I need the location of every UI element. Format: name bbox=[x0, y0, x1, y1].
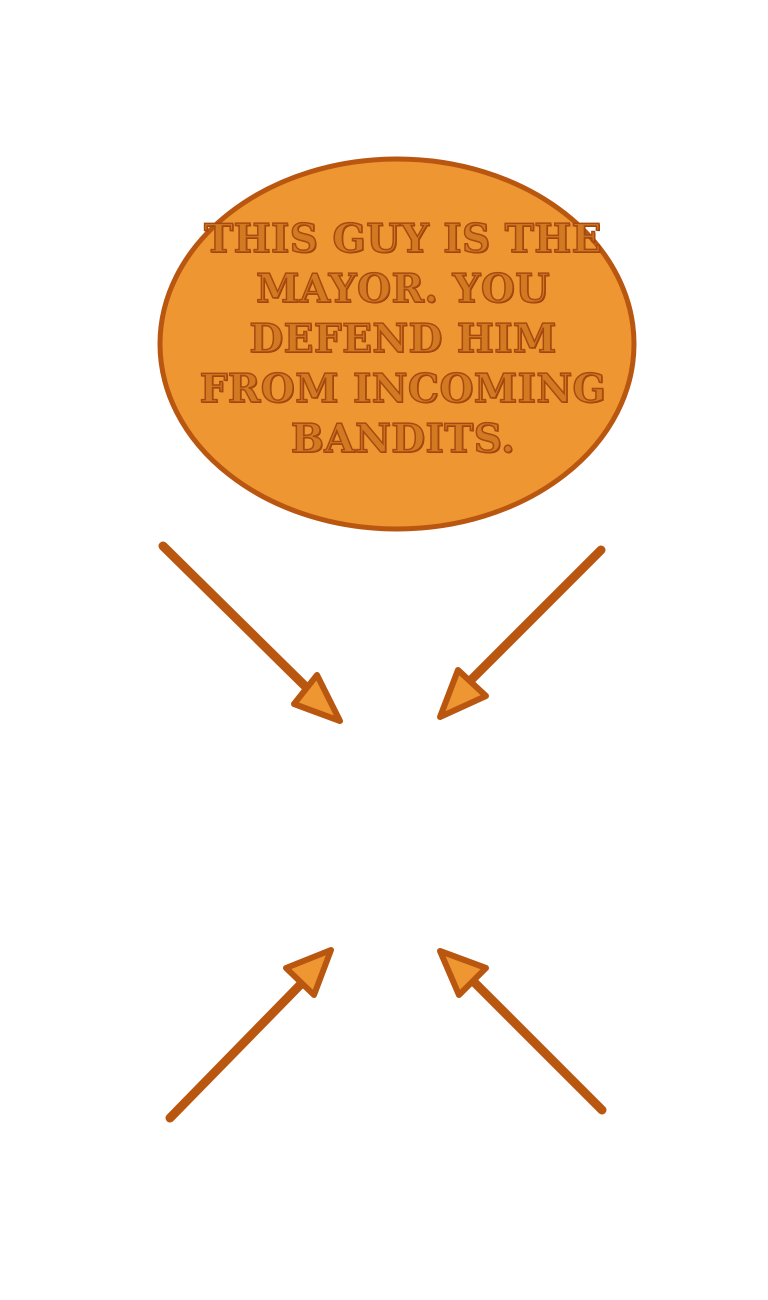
arrow-down-right-icon bbox=[158, 541, 343, 724]
speech-bubble-shape bbox=[157, 156, 637, 532]
arrow-up-left-icon bbox=[437, 948, 607, 1115]
arrow-down-left-icon bbox=[437, 545, 606, 720]
tutorial-message: This guy is the mayor. You defend him fr… bbox=[199, 215, 607, 463]
arrow-up-right-icon bbox=[165, 947, 334, 1123]
